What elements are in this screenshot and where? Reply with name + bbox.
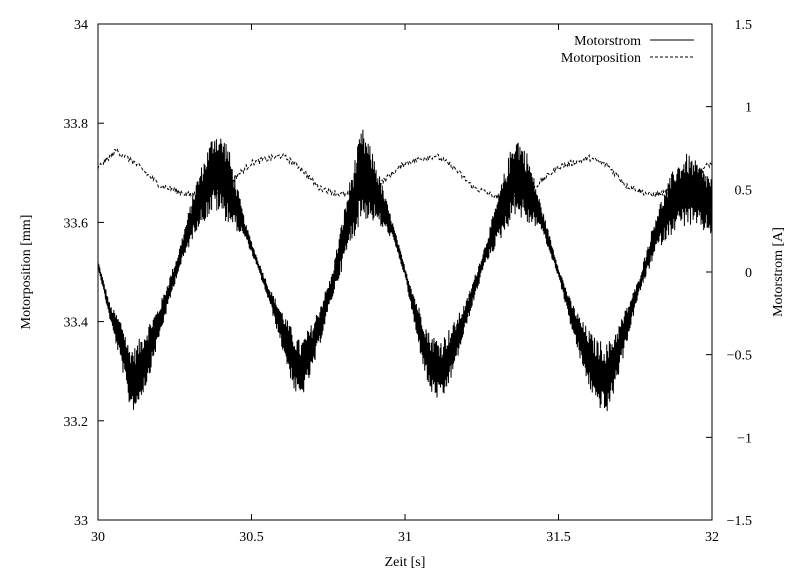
- legend-label-motorposition: Motorposition: [561, 51, 641, 66]
- y-left-tick-label: 33.6: [64, 216, 89, 231]
- y-right-tick-label: 0.5: [735, 183, 753, 198]
- ticks-layer: 30 30.5 31 31.5 32 33 33.2 33.4 33.6 33.8 34 −1.5 −1…: [64, 18, 753, 545]
- y-left-tick-label: 33.4: [64, 316, 89, 331]
- x-tick-label: 31: [398, 530, 412, 545]
- y-left-tick-label: 34: [74, 18, 88, 33]
- y-right-tick-label: −1.5: [727, 514, 752, 529]
- series-layer: [97, 129, 713, 412]
- y-right-tick-label: 1: [745, 101, 752, 116]
- x-axis-label: Zeit [s]: [385, 555, 426, 570]
- series-line-motorposition: [97, 148, 713, 201]
- y-right-tick-label: −0.5: [727, 349, 752, 364]
- legend-label-motorstrom: Motorstrom: [574, 34, 641, 49]
- y-axis-right-label: Motorstrom [A]: [771, 227, 786, 317]
- x-tick-label: 32: [705, 530, 719, 545]
- y-right-tick-label: 0: [745, 266, 752, 281]
- y-left-tick-label: 33.2: [64, 415, 89, 430]
- x-tick-label: 30: [91, 530, 105, 545]
- y-left-tick-label: 33.8: [64, 117, 89, 132]
- x-tick-label: 31.5: [546, 530, 571, 545]
- y-axis-left-label: Motorposition [mm]: [19, 215, 34, 330]
- y-left-tick-label: 33: [74, 514, 88, 529]
- x-tick-label: 30.5: [239, 530, 264, 545]
- y-right-tick-label: 1.5: [735, 18, 753, 33]
- series-line-motorstrom: [97, 129, 713, 412]
- y-right-tick-label: −1: [737, 431, 752, 446]
- legend: Motorstrom Motorposition: [561, 34, 694, 66]
